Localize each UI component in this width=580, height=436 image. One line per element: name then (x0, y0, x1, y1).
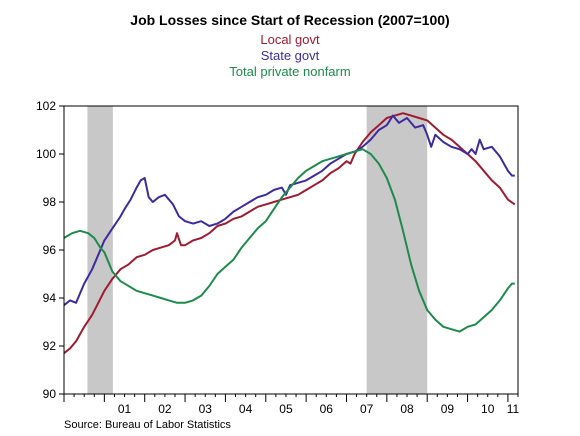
y-tick-label: 90 (43, 387, 57, 401)
x-tick-label: 08 (400, 402, 414, 416)
x-tick-label: 03 (199, 402, 213, 416)
series-line-1 (63, 112, 516, 354)
y-tick-label: 92 (43, 339, 57, 353)
series-line-2 (63, 114, 515, 306)
x-tick-label: 11 (507, 402, 520, 416)
y-tick-label: 102 (36, 99, 56, 113)
y-axis: 90 92 94 96 98 100 102 (36, 99, 64, 401)
x-tick-label: 02 (158, 402, 172, 416)
x-tick-label: 09 (441, 402, 455, 416)
x-tick-label: 07 (360, 402, 374, 416)
plot-frame (63, 105, 519, 395)
series-line-3 (63, 148, 515, 333)
legend-entry-3: Total private nonfarm (229, 64, 350, 79)
legend-entry-1: Local govt (260, 32, 320, 47)
y-tick-label: 94 (43, 291, 57, 305)
series-lines (63, 112, 516, 354)
legend-entry-2: State govt (261, 48, 320, 63)
x-tick-label: 05 (279, 402, 293, 416)
recession-band-2 (366, 106, 428, 394)
source-note: Source: Bureau of Labor Statistics (64, 419, 231, 431)
recession-bands (87, 106, 428, 394)
x-tick-label: 01 (118, 402, 132, 416)
y-tick-label: 96 (43, 243, 57, 257)
x-axis: 01 02 03 04 05 06 07 08 09 10 11 (63, 394, 520, 416)
y-tick-label: 100 (36, 147, 56, 161)
y-tick-label: 98 (43, 195, 57, 209)
chart-title: Job Losses since Start of Recession (200… (130, 12, 449, 28)
x-tick-label: 10 (481, 402, 495, 416)
x-tick-label: 04 (239, 402, 253, 416)
x-tick-label: 06 (320, 402, 334, 416)
